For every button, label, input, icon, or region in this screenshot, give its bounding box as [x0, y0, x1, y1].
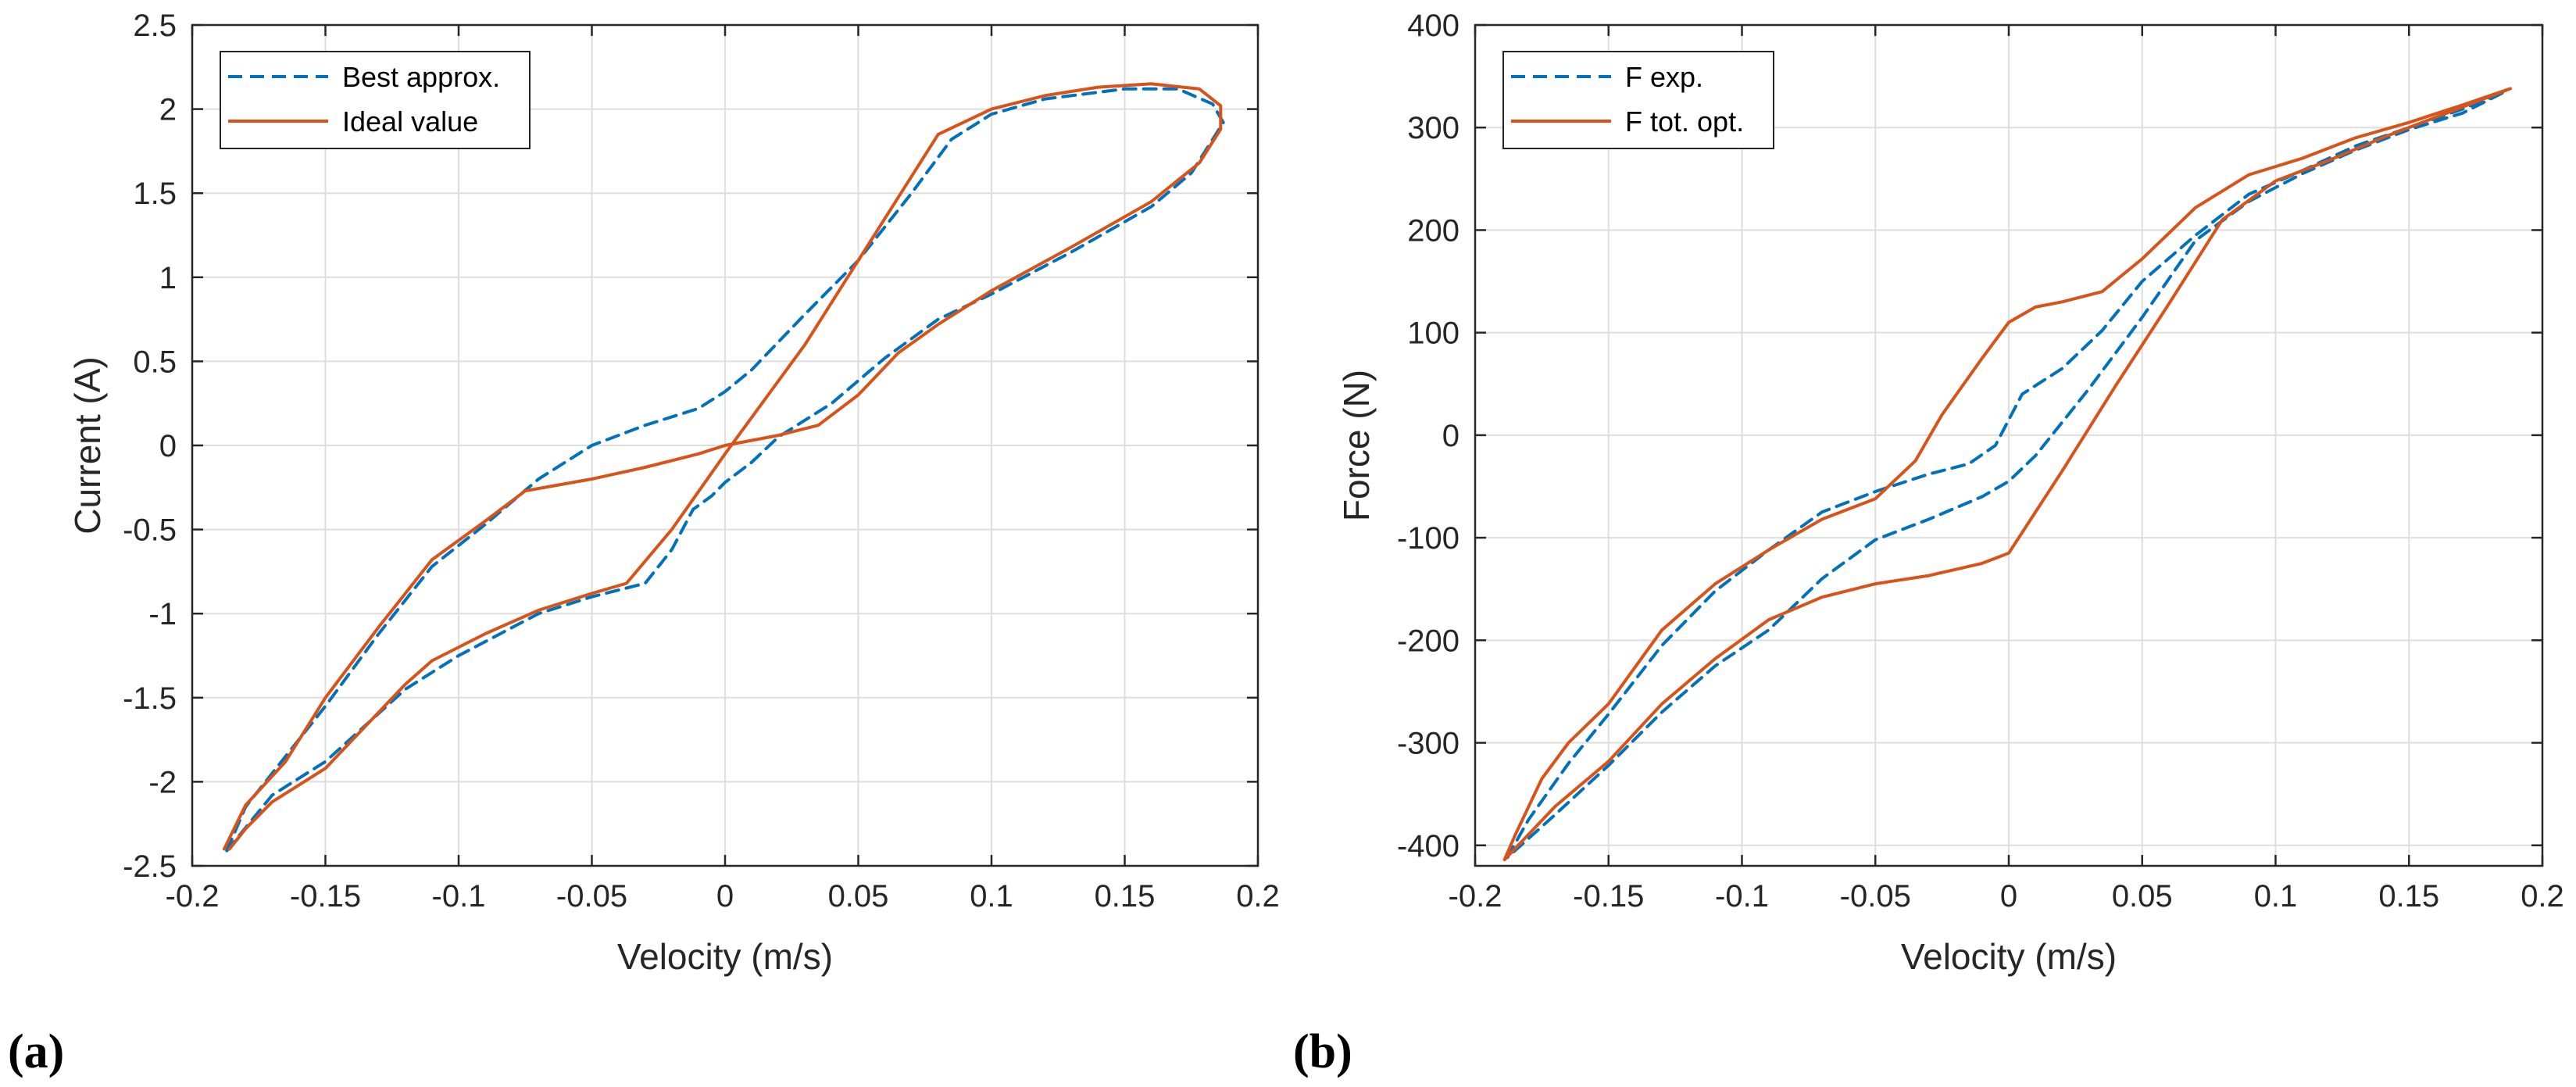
- x-tick-label: -0.15: [1573, 879, 1644, 914]
- x-tick-label: -0.15: [290, 879, 361, 914]
- chart-panel-b: -0.2 -0.15 -0.1 -0.05 0 0.05 0.1 0.15 0.2 -400 -30…: [1293, 9, 2564, 1078]
- x-axis-label: Velocity (m/s): [617, 936, 833, 977]
- x-tick-label: -0.2: [1449, 879, 1502, 914]
- x-tick-label: -0.05: [1840, 879, 1911, 914]
- y-tick-label: 100: [1407, 316, 1459, 351]
- y-tick-label: 1.5: [133, 177, 177, 211]
- y-axis-label: Current (A): [67, 356, 108, 534]
- series-line-ideal-value: [222, 82, 1223, 851]
- y-tick-label: -300: [1397, 727, 1459, 761]
- x-tick-label: 0: [2000, 879, 2017, 914]
- y-tick-label: 1: [159, 261, 177, 295]
- y-tick-label: -0.5: [123, 513, 177, 548]
- y-tick-label: -1: [148, 597, 177, 631]
- x-tick-label: 0.2: [1236, 879, 1280, 914]
- series-lines: [222, 82, 1225, 853]
- x-tick-label: 0.15: [1095, 879, 1156, 914]
- y-tick-label: -2: [148, 765, 177, 799]
- y-tick-label: 0: [1442, 419, 1459, 453]
- panel-label-b: (b): [1293, 1025, 1352, 1078]
- y-tick-label: 2.5: [133, 9, 177, 43]
- grid-lines: [191, 24, 1259, 867]
- legend-label-f-tot-opt: F tot. opt.: [1625, 105, 1744, 138]
- panel-label-a: (a): [8, 1025, 64, 1078]
- legend-label-best-approx: Best approx.: [342, 61, 500, 93]
- y-tick-label: 200: [1407, 213, 1459, 248]
- series-lines: [1502, 87, 2512, 862]
- x-tick-label: -0.05: [556, 879, 627, 914]
- x-tick-label: 0.1: [2254, 879, 2298, 914]
- x-tick-label: -0.1: [432, 879, 486, 914]
- y-tick-label: -1.5: [123, 681, 177, 716]
- x-tick-label: 0.05: [828, 879, 889, 914]
- legend-box: [220, 51, 531, 149]
- legend: F exp. F tot. opt.: [1502, 51, 1774, 149]
- y-tick-label: 300: [1407, 111, 1459, 145]
- tick-labels: -0.2 -0.15 -0.1 -0.05 0 0.05 0.1 0.15 0.2 -400 -30…: [1397, 9, 2564, 914]
- x-axis-label: Velocity (m/s): [1901, 936, 2117, 977]
- y-tick-label: 0: [159, 429, 177, 463]
- series-line-best-approx: [225, 87, 1225, 853]
- tick-marks: [1474, 23, 2544, 866]
- y-tick-label: -2.5: [123, 849, 177, 884]
- x-tick-label: -0.1: [1715, 879, 1769, 914]
- legend-box: [1502, 51, 1774, 149]
- y-tick-label: -200: [1397, 624, 1459, 658]
- legend: Best approx. Ideal value: [220, 51, 531, 149]
- tick-marks: [191, 23, 1259, 867]
- x-tick-label: 0.05: [2112, 879, 2173, 914]
- x-tick-label: -0.2: [166, 879, 220, 914]
- y-tick-label: 2: [159, 93, 177, 127]
- y-axis-label: Force (N): [1336, 370, 1377, 521]
- x-tick-label: 0.1: [970, 879, 1013, 914]
- series-line-f-tot-opt: [1502, 87, 2512, 862]
- y-tick-label: 0.5: [133, 345, 177, 379]
- y-tick-label: -400: [1397, 829, 1459, 864]
- legend-label-f-exp: F exp.: [1625, 61, 1703, 93]
- chart-panel-a: -0.2 -0.15 -0.1 -0.05 0 0.05 0.1 0.15 0.2 -2.5 -2 -…: [8, 9, 1280, 1078]
- x-tick-label: 0.2: [2521, 879, 2564, 914]
- tick-labels: -0.2 -0.15 -0.1 -0.05 0 0.05 0.1 0.15 0.2 -2.5 -2 -…: [123, 9, 1280, 914]
- y-tick-label: 400: [1407, 9, 1459, 43]
- legend-label-ideal-value: Ideal value: [342, 105, 478, 138]
- x-tick-label: 0.15: [2378, 879, 2439, 914]
- x-tick-label: 0: [716, 879, 734, 914]
- y-tick-label: -100: [1397, 521, 1459, 556]
